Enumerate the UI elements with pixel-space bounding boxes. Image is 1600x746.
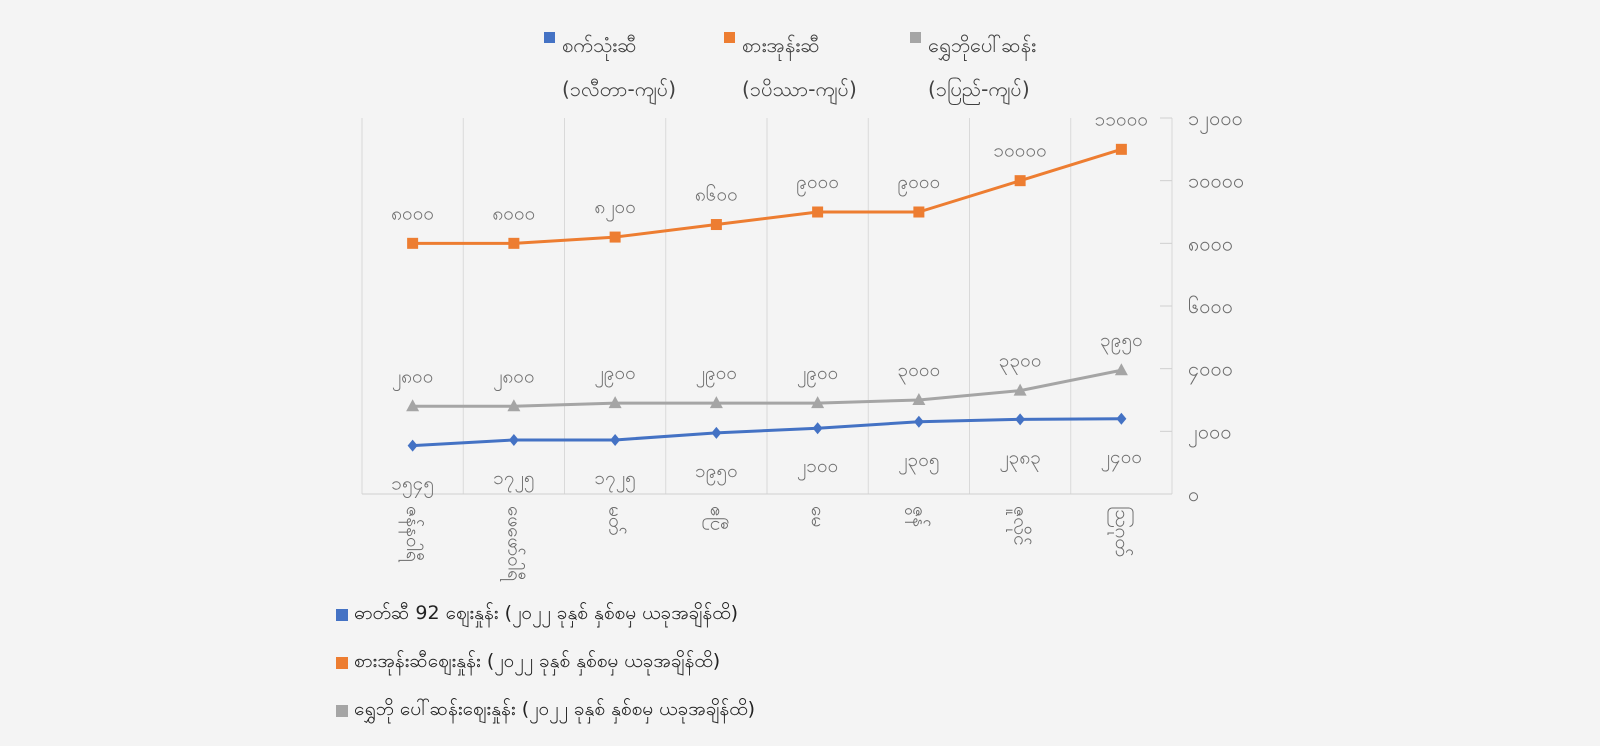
y-tick-label: ၈၀၀၀ bbox=[1188, 231, 1233, 255]
bottom-legend: ဓာတ်ဆီ 92 ဈေးနှုန်း (၂၀၂၂ ခုနှစ် နှစ်စမှ… bbox=[336, 600, 755, 726]
legend-swatch bbox=[724, 32, 735, 43]
legend-swatch-gray bbox=[336, 705, 348, 717]
y-tick-label: ၁၂၀၀၀ bbox=[1188, 106, 1243, 134]
data-label: ၁၁၀၀၀ bbox=[1095, 108, 1148, 130]
data-point-marker bbox=[912, 393, 926, 405]
data-label: ၁၇၂၅ bbox=[594, 467, 635, 493]
data-point-marker bbox=[1115, 143, 1127, 155]
y-tick-label: ၄၀၀၀ bbox=[1188, 357, 1233, 385]
data-point-marker bbox=[610, 433, 621, 446]
data-point-marker bbox=[812, 422, 823, 435]
data-label: ၂၉၀၀ bbox=[797, 362, 838, 388]
data-label: ၂၁၀၀ bbox=[797, 455, 838, 481]
data-point-marker bbox=[406, 399, 420, 412]
data-point-marker bbox=[1013, 383, 1027, 396]
data-label: ၈၀၀၀ bbox=[492, 202, 535, 224]
legend-unit: (၁လီတာ-ကျပ်) bbox=[562, 77, 676, 105]
data-point-marker bbox=[508, 237, 520, 249]
legend-label: ရွှေဘိုပေါ်ဆန်း bbox=[928, 33, 1036, 61]
data-point-marker bbox=[608, 396, 622, 409]
data-point-marker bbox=[1014, 175, 1026, 187]
legend-swatch bbox=[544, 32, 555, 43]
data-label: ၁၉၅၀ bbox=[695, 460, 738, 486]
legend-label: စက်သုံးဆီ bbox=[562, 33, 637, 61]
x-tick-label: ဇူလိုင် bbox=[1006, 506, 1033, 546]
data-label: ၉၀၀၀ bbox=[898, 171, 941, 197]
x-tick-label: မေ bbox=[807, 506, 829, 527]
bottom-legend-label: ရွှေဘို ပေါ်ဆန်းဈေးနှုန်း (၂၀၂၂ ခုနှစ် န… bbox=[354, 698, 756, 720]
legend-unit: (၁ပြည်-ကျပ်) bbox=[928, 77, 1030, 105]
data-label: ၈၂၀၀ bbox=[594, 196, 636, 222]
legend-swatch-blue bbox=[336, 609, 348, 621]
y-tick-label: ၂၀၀၀ bbox=[1188, 419, 1232, 447]
data-label: ၂၈၀၀ bbox=[493, 365, 535, 391]
series-line bbox=[412, 417, 1122, 448]
data-point-marker bbox=[913, 206, 925, 218]
bottom-legend-item-palm-oil: စားအုန်းဆီဈေးနှုန်း (၂၀၂၂ ခုနှစ် နှစ်စမှ… bbox=[336, 648, 755, 678]
data-label: ၁၀၀၀၀ bbox=[993, 140, 1046, 162]
bottom-legend-label: စားအုန်းဆီဈေးနှုန်း (၂၀၂၂ ခုနှစ် နှစ်စမှ… bbox=[354, 650, 721, 672]
data-label: ၈၆၀၀ bbox=[695, 183, 738, 206]
x-tick-label: မတ် bbox=[605, 506, 628, 535]
legend-label: စားအုန်းဆီ bbox=[742, 33, 820, 61]
x-tick-label: ဩဂုတ် bbox=[1107, 506, 1135, 557]
data-point-marker bbox=[811, 396, 825, 409]
series-line bbox=[412, 147, 1122, 245]
bottom-legend-item-rice: ရွှေဘို ပေါ်ဆန်းဈေးနှုန်း (၂၀၂၂ ခုနှစ် န… bbox=[336, 696, 755, 726]
data-label: ၁၇၂၅ bbox=[493, 467, 534, 493]
data-point-marker bbox=[1015, 413, 1026, 426]
data-point-marker bbox=[609, 231, 621, 243]
y-tick-label: ၆၀၀၀ bbox=[1188, 294, 1233, 318]
data-label: ၈၀၀၀ bbox=[391, 202, 434, 224]
data-label: ၂၃၈၃ bbox=[999, 446, 1041, 472]
data-point-marker bbox=[508, 433, 519, 446]
data-label: ၂၉၀၀ bbox=[696, 362, 737, 388]
data-label: ၂၈၀၀ bbox=[392, 365, 434, 391]
data-label: ၃၃၀၀ bbox=[999, 350, 1042, 376]
data-point-marker bbox=[812, 206, 824, 218]
y-tick-label: ၁၀၀၀၀ bbox=[1188, 169, 1244, 193]
data-point-marker bbox=[507, 399, 521, 412]
bottom-legend-item-fuel: ဓာတ်ဆီ 92 ဈေးနှုန်း (၂၀၂၂ ခုနှစ် နှစ်စမှ… bbox=[336, 600, 755, 630]
data-label: ၂၄၀၀ bbox=[1101, 446, 1142, 472]
y-tick-label: ၀ bbox=[1188, 482, 1199, 506]
bottom-legend-label: ဓာတ်ဆီ 92 ဈေးနှုန်း (၂၀၂၂ ခုနှစ် နှစ်စမှ… bbox=[354, 602, 738, 624]
data-label: ၃၉၅၀ bbox=[1100, 329, 1143, 355]
data-label: ၁၅၄၅ bbox=[391, 473, 434, 499]
series-line bbox=[412, 368, 1122, 408]
data-point-marker bbox=[1114, 363, 1128, 376]
data-point-marker bbox=[710, 219, 722, 231]
data-point-marker bbox=[711, 426, 722, 439]
x-tick-label: ဖေဖော်ဝါရီ bbox=[499, 506, 526, 582]
data-point-marker bbox=[407, 237, 419, 249]
data-label: ၂၃၀၅ bbox=[898, 449, 939, 475]
x-tick-label: ဇွန် bbox=[904, 506, 931, 528]
data-point-marker bbox=[709, 396, 723, 409]
data-point-marker bbox=[913, 415, 924, 428]
data-label: ၂၉၀၀ bbox=[594, 362, 635, 388]
x-tick-label: ဇန်နဝါရီ bbox=[398, 506, 425, 563]
data-label: ၃၀၀၀ bbox=[898, 359, 941, 385]
legend-unit: (၁ပိဿာ-ကျပ်) bbox=[742, 77, 857, 105]
x-tick-label: ဧပြီ bbox=[702, 506, 729, 531]
legend-swatch bbox=[910, 32, 921, 43]
data-point-marker bbox=[1116, 412, 1127, 425]
data-label: ၉၀၀၀ bbox=[796, 171, 839, 197]
legend-swatch-orange bbox=[336, 657, 348, 669]
data-point-marker bbox=[407, 439, 418, 452]
